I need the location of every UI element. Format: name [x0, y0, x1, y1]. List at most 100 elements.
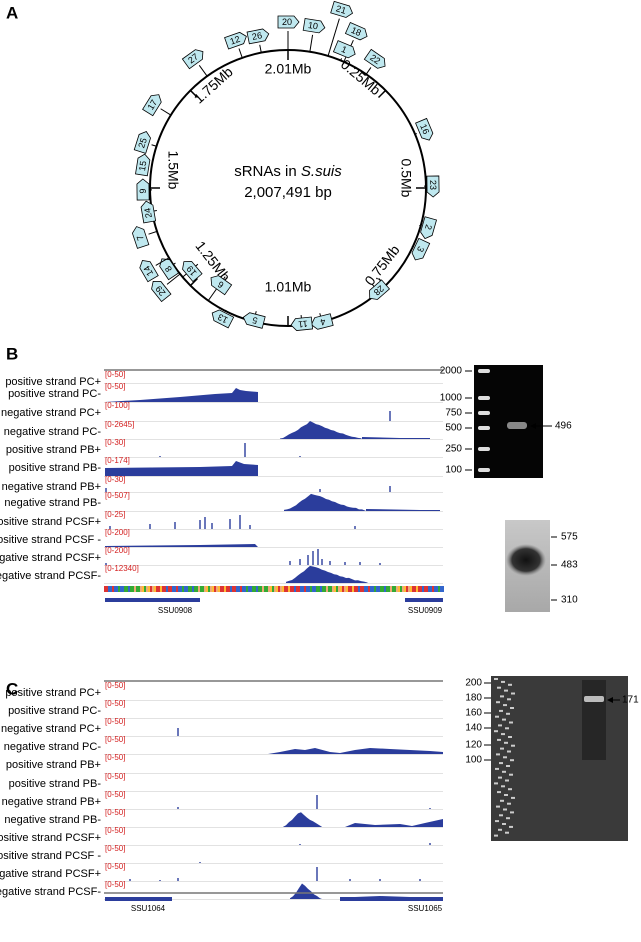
coverage	[290, 884, 322, 899]
sequence-strip	[312, 586, 314, 592]
srna-marker: 18	[345, 22, 369, 41]
ladder-smear	[506, 713, 510, 715]
srna-marker: 22	[364, 49, 388, 71]
track-range: [0-50]	[105, 880, 125, 889]
sequence-strip	[172, 586, 174, 592]
coverage-spike	[299, 559, 300, 565]
center-size: 2,007,491 bp	[244, 184, 332, 201]
sequence-strip	[270, 586, 272, 592]
ladder-smear	[503, 704, 507, 706]
sequence-strip	[410, 586, 412, 592]
track-range: [0-2645]	[105, 420, 134, 429]
track-range: [0-50]	[105, 717, 125, 726]
ladder-smear	[500, 748, 504, 750]
ladder-smear	[497, 791, 501, 793]
sequence-strip	[402, 586, 404, 592]
coverage-spike	[319, 489, 320, 492]
ladder-smear	[497, 687, 501, 689]
track-name: positive strand PCSF -	[0, 534, 101, 546]
track-name: positive strand PC+	[5, 687, 101, 699]
ladder-band	[478, 396, 490, 400]
coverage	[105, 388, 258, 402]
track-range: [0-50]	[105, 862, 125, 871]
track-name: positive strand PB+	[6, 444, 101, 456]
gel-lane	[582, 680, 606, 760]
sequence-strip	[316, 586, 318, 592]
sequence-strip	[334, 586, 336, 592]
ladder-smear	[504, 742, 508, 744]
coverage-spike	[316, 795, 317, 809]
center-species: S.suis	[301, 163, 342, 180]
sequence-strip	[282, 586, 284, 592]
ladder-smear	[502, 823, 506, 825]
ladder-label: 160	[465, 708, 482, 719]
coverage-spike	[129, 879, 130, 881]
gene	[105, 897, 172, 901]
sequence-strip	[210, 586, 212, 592]
coverage-spike	[429, 808, 430, 809]
srna-marker: 15	[136, 153, 151, 176]
srna-marker: 4	[310, 314, 333, 331]
track-range: [0-174]	[105, 456, 130, 465]
ladder-smear	[501, 681, 505, 683]
coverage-spike	[317, 549, 318, 565]
gene	[405, 598, 443, 602]
sequence-strip	[344, 586, 346, 592]
sample-band	[507, 422, 527, 429]
sequence-strip	[336, 586, 338, 592]
coverage	[362, 437, 430, 439]
sequence-strip	[204, 586, 206, 592]
sequence-strip	[286, 586, 288, 592]
sequence-strip	[342, 586, 344, 592]
sequence-strip	[224, 586, 226, 592]
sequence-strip	[382, 586, 384, 592]
sequence-strip	[288, 586, 290, 592]
track-name: negative strand PC-	[4, 426, 102, 438]
track-name: negative strand PCSF-	[0, 886, 101, 898]
ladder-smear	[511, 797, 515, 799]
sequence-strip	[414, 586, 416, 592]
ladder-smear	[511, 693, 515, 695]
coverage-spike	[149, 524, 150, 529]
sequence-strip	[296, 586, 298, 592]
ladder-band	[478, 468, 490, 472]
ladder-label: 100	[465, 755, 482, 766]
sequence-strip	[298, 586, 300, 592]
ladder-smear	[510, 707, 514, 709]
sequence-strip	[274, 586, 276, 592]
ladder-smear	[497, 739, 501, 741]
sequence-strip	[108, 586, 110, 592]
sequence-strip	[126, 586, 128, 592]
sequence-strip	[404, 586, 406, 592]
coverage-spike	[389, 486, 390, 492]
track-range: [0-200]	[105, 546, 130, 555]
sequence-strip	[242, 586, 244, 592]
sequence-strip	[252, 586, 254, 592]
sequence-strip	[234, 586, 236, 592]
sequence-strip	[202, 586, 204, 592]
srna-marker: 27	[182, 47, 206, 69]
sequence-strip	[132, 586, 134, 592]
gel-image	[491, 676, 628, 841]
sequence-strip	[268, 586, 270, 592]
sequence-strip	[368, 586, 370, 592]
coverage-spike	[239, 515, 240, 529]
sequence-strip	[142, 586, 144, 592]
track-name: positive strand PC-	[8, 705, 101, 717]
ladder-smear	[507, 751, 511, 753]
ladder-smear	[502, 771, 506, 773]
coverage-spike	[289, 561, 290, 565]
sequence-strip	[140, 586, 142, 592]
gene	[340, 897, 443, 901]
sequence-strip	[328, 586, 330, 592]
ladder-smear	[495, 820, 499, 822]
ladder-smear	[498, 777, 502, 779]
sequence-strip	[120, 586, 122, 592]
sequence-strip	[324, 586, 326, 592]
sequence-strip	[376, 586, 378, 592]
sequence-strip	[246, 586, 248, 592]
sequence-strip	[138, 586, 140, 592]
ladder-label: 140	[465, 723, 482, 734]
coverage-spike	[389, 411, 390, 421]
ladder-smear	[503, 756, 507, 758]
